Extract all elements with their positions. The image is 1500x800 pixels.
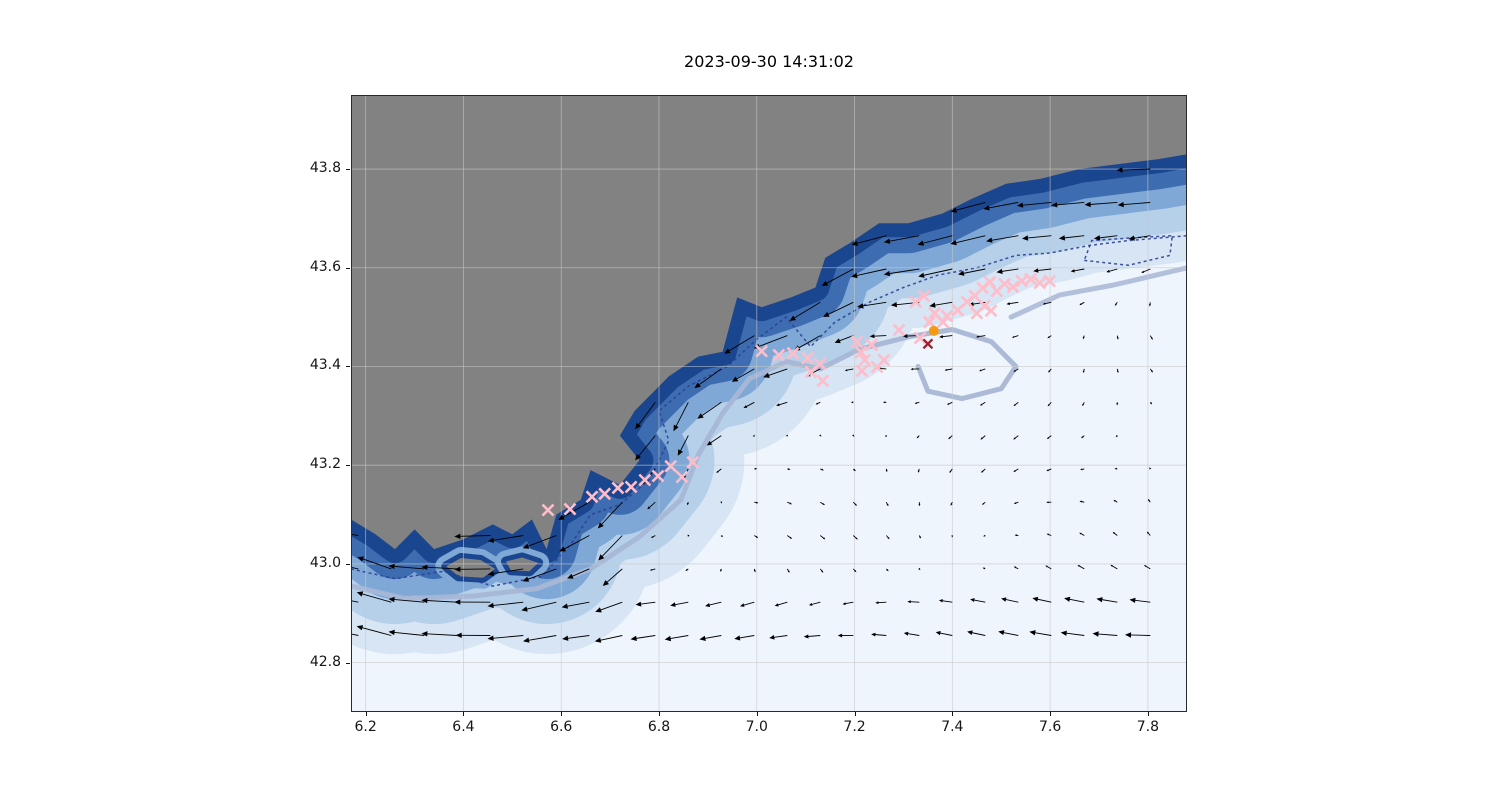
x-tick-label: 7.0	[745, 719, 768, 735]
series-observations	[541, 272, 1057, 517]
plot-area	[351, 95, 1187, 712]
y-tick-label: 43.6	[309, 258, 341, 275]
y-tick-mark	[346, 267, 350, 269]
chart-title: 2023-09-30 14:31:02	[684, 52, 854, 71]
x-tick-mark	[1147, 712, 1149, 716]
x-tick-mark	[561, 712, 563, 716]
x-tick-label: 6.4	[452, 719, 475, 735]
y-tick-mark	[346, 465, 350, 467]
land-region	[351, 95, 1187, 550]
x-tick-label: 7.2	[843, 719, 866, 735]
map-canvas	[351, 95, 1187, 712]
y-tick-label: 43.0	[309, 554, 341, 571]
x-tick-mark	[659, 712, 660, 716]
series-highlight-dot	[928, 325, 939, 336]
x-tick-mark	[463, 712, 465, 716]
x-tick-label: 6.8	[647, 719, 671, 735]
x-tick-label: 7.6	[1038, 719, 1062, 735]
grid-lines	[351, 95, 1187, 712]
x-tick-label: 7.4	[941, 719, 964, 735]
x-tick-label: 6.6	[550, 719, 573, 735]
y-tick-mark	[346, 662, 350, 664]
x-tick-mark	[854, 712, 856, 716]
series-highlight-x	[922, 338, 934, 350]
y-tick-mark	[346, 366, 350, 368]
y-tick-label: 43.8	[309, 160, 341, 177]
y-tick-mark	[346, 563, 350, 565]
x-tick-mark	[756, 712, 758, 716]
x-tick-mark	[1050, 712, 1052, 716]
isobath-contours	[351, 234, 1187, 601]
x-tick-label: 7.8	[1136, 719, 1159, 735]
x-tick-mark	[365, 712, 367, 716]
y-tick-mark	[346, 169, 350, 171]
y-tick-label: 42.8	[309, 653, 341, 670]
x-tick-label: 6.2	[354, 719, 377, 735]
islands	[435, 546, 550, 589]
y-tick-label: 43.2	[309, 456, 341, 473]
axes-frame	[351, 95, 1187, 712]
x-tick-mark	[952, 712, 954, 716]
y-tick-label: 43.4	[309, 357, 341, 374]
current-quiver	[351, 167, 1153, 643]
